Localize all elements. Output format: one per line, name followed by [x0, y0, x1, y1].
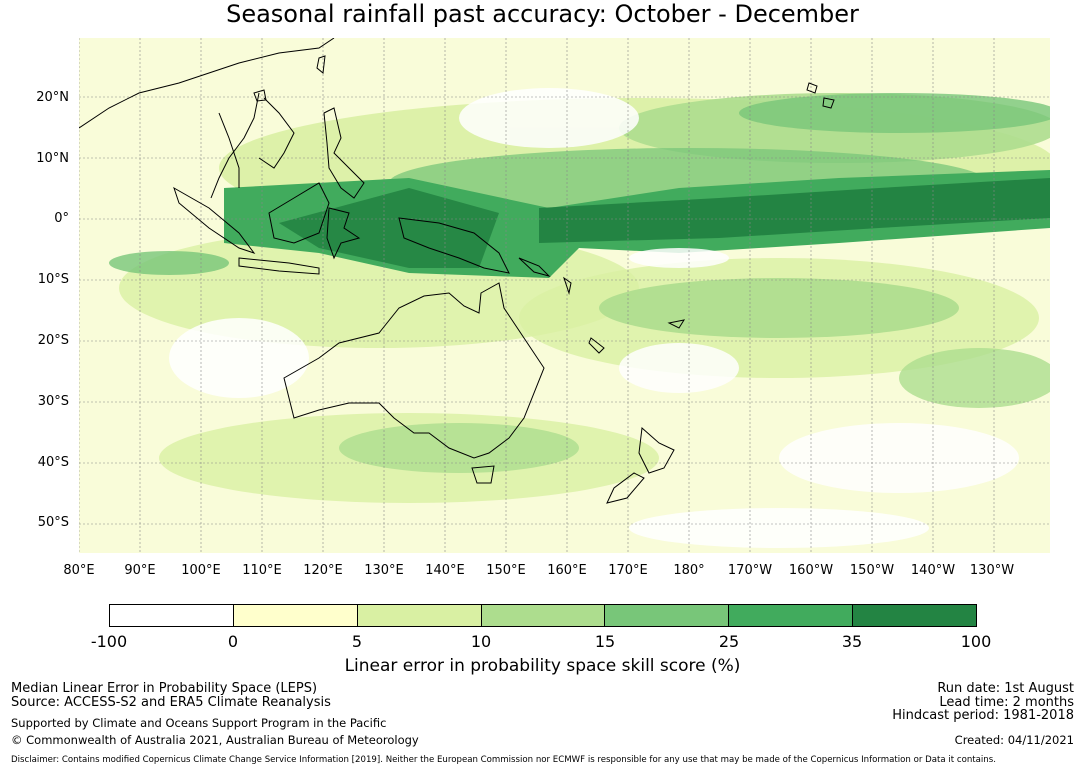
lon-label-90e: 90°E [124, 563, 156, 578]
lon-label-110e: 110°E [242, 563, 282, 578]
footer-hindcast: Hindcast period: 1981-2018 [892, 708, 1074, 723]
footer-source: Source: ACCESS-S2 and ERA5 Climate Reana… [11, 695, 331, 710]
footer-run-date: Run date: 1st August [937, 681, 1074, 696]
colorbar [109, 604, 977, 627]
lon-label-130e: 130°E [364, 563, 404, 578]
lon-label-120e: 120°E [303, 563, 343, 578]
lon-label-130w: 130°W [969, 563, 1015, 578]
colorbar-tick-label: 15 [594, 632, 616, 651]
lon-label-160e: 160°E [547, 563, 587, 578]
lon-label-140w: 140°W [910, 563, 956, 578]
lat-label-10s: 10°S [37, 272, 69, 287]
colorbar-title: Linear error in probability space skill … [344, 656, 741, 676]
colorbar-segment [357, 605, 482, 626]
lon-label-160w: 160°W [788, 563, 834, 578]
lat-label-20n: 20°N [36, 90, 69, 105]
colorbar-tick-label: 0 [227, 632, 239, 651]
colorbar-tick-label: 5 [351, 632, 363, 651]
lon-label-170e: 170°E [608, 563, 648, 578]
colorbar-tick-label: 10 [470, 632, 492, 651]
colorbar-tick-label: 35 [841, 632, 863, 651]
lon-label-180: 180° [673, 563, 705, 578]
colorbar-segment [110, 605, 234, 626]
low-skill-areas [169, 88, 1019, 548]
colorbar-segment [233, 605, 358, 626]
lon-label-140e: 140°E [425, 563, 465, 578]
footer-support: Supported by Climate and Oceans Support … [11, 716, 387, 730]
footer-copyright: © Commonwealth of Australia 2021, Austra… [11, 733, 419, 747]
lat-label-30s: 30°S [37, 394, 69, 409]
coastlines [79, 38, 835, 504]
lon-label-150e: 150°E [486, 563, 526, 578]
footer-method: Median Linear Error in Probability Space… [11, 681, 318, 696]
lat-label-0: 0° [54, 211, 69, 226]
skill-map [79, 38, 1050, 553]
lon-label-80e: 80°E [63, 563, 95, 578]
colorbar-segment [853, 605, 977, 626]
footer-created: Created: 04/11/2021 [954, 733, 1074, 747]
colorbar-segment [605, 605, 730, 626]
lat-label-40s: 40°S [37, 455, 69, 470]
footer-lead-time: Lead time: 2 months [939, 695, 1074, 710]
colorbar-tick-label: 100 [960, 632, 992, 651]
lon-label-100e: 100°E [181, 563, 221, 578]
skill-bands [109, 93, 1050, 503]
lat-label-20s: 20°S [37, 333, 69, 348]
lon-label-170w: 170°W [727, 563, 773, 578]
skill-map-canvas [79, 38, 1050, 553]
colorbar-segment [481, 605, 606, 626]
lat-label-50s: 50°S [37, 515, 69, 530]
lat-label-10n: 10°N [36, 151, 69, 166]
graticule [79, 38, 1050, 553]
footer-disclaimer: Disclaimer: Contains modified Copernicus… [11, 755, 996, 765]
colorbar-segment [729, 605, 854, 626]
colorbar-tick-label: -100 [90, 632, 128, 651]
colorbar-tick-label: 25 [718, 632, 740, 651]
lon-label-150w: 150°W [849, 563, 895, 578]
map-title: Seasonal rainfall past accuracy: October… [226, 0, 859, 28]
